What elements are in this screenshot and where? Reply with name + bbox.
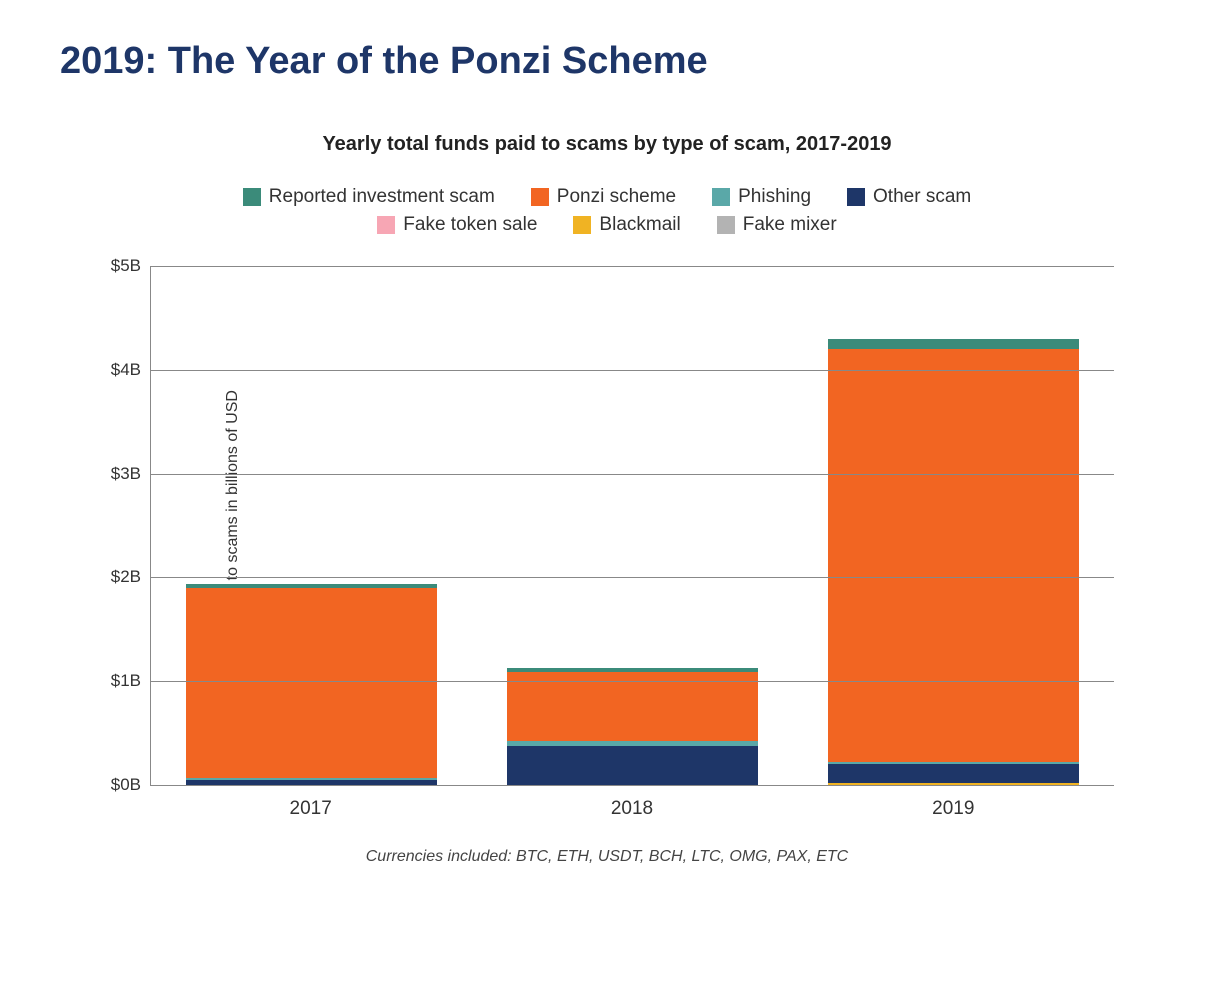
grid-line (151, 370, 1114, 371)
bar-segment (507, 746, 757, 785)
legend-label: Ponzi scheme (557, 186, 676, 208)
y-tick-label: $0B (111, 775, 151, 795)
bar-segment (507, 672, 757, 742)
legend-item: Fake token sale (377, 214, 537, 236)
bar-segment (186, 588, 436, 778)
legend-swatch (717, 216, 735, 234)
x-axis-ticks: 2017 2018 2019 (150, 798, 1114, 820)
legend-item: Ponzi scheme (531, 186, 676, 208)
x-tick-label: 2019 (828, 798, 1079, 820)
legend-swatch (712, 188, 730, 206)
legend-label: Reported investment scam (269, 186, 495, 208)
y-tick-label: $3B (111, 464, 151, 484)
legend-item: Fake mixer (717, 214, 837, 236)
grid-line (151, 474, 1114, 475)
bar-segment (828, 339, 1078, 349)
y-tick-label: $5B (111, 256, 151, 276)
legend-label: Blackmail (599, 214, 680, 236)
y-tick-label: $4B (111, 360, 151, 380)
bar-segment (828, 783, 1078, 785)
legend-label: Fake token sale (403, 214, 537, 236)
legend-swatch (243, 188, 261, 206)
legend-swatch (847, 188, 865, 206)
legend-item: Reported investment scam (243, 186, 495, 208)
legend-swatch (573, 216, 591, 234)
bar-group (828, 266, 1078, 785)
page-title: 2019: The Year of the Ponzi Scheme (60, 40, 1154, 83)
y-tick-label: $2B (111, 567, 151, 587)
grid-line (151, 681, 1114, 682)
bar-segment (828, 764, 1078, 783)
bar-group (507, 266, 757, 785)
y-tick-label: $1B (111, 671, 151, 691)
legend-label: Fake mixer (743, 214, 837, 236)
legend-item: Blackmail (573, 214, 680, 236)
legend-swatch (377, 216, 395, 234)
legend-label: Phishing (738, 186, 811, 208)
x-tick-label: 2018 (507, 798, 758, 820)
legend-item: Phishing (712, 186, 811, 208)
legend-label: Other scam (873, 186, 971, 208)
chart-area: Total value sent to scams in billions of… (150, 266, 1114, 820)
chart-plot: $0B$1B$2B$3B$4B$5B (150, 266, 1114, 786)
bar-segment (828, 349, 1078, 762)
grid-line (151, 266, 1114, 267)
grid-line (151, 577, 1114, 578)
chart-footnote: Currencies included: BTC, ETH, USDT, BCH… (60, 848, 1154, 866)
legend-swatch (531, 188, 549, 206)
x-tick-label: 2017 (185, 798, 436, 820)
bar-segment (186, 780, 436, 785)
bar-group (186, 266, 436, 785)
chart-legend: Reported investment scam Ponzi scheme Phis… (167, 186, 1047, 236)
legend-item: Other scam (847, 186, 971, 208)
bars-container (151, 266, 1114, 785)
chart-subtitle: Yearly total funds paid to scams by type… (60, 133, 1154, 156)
